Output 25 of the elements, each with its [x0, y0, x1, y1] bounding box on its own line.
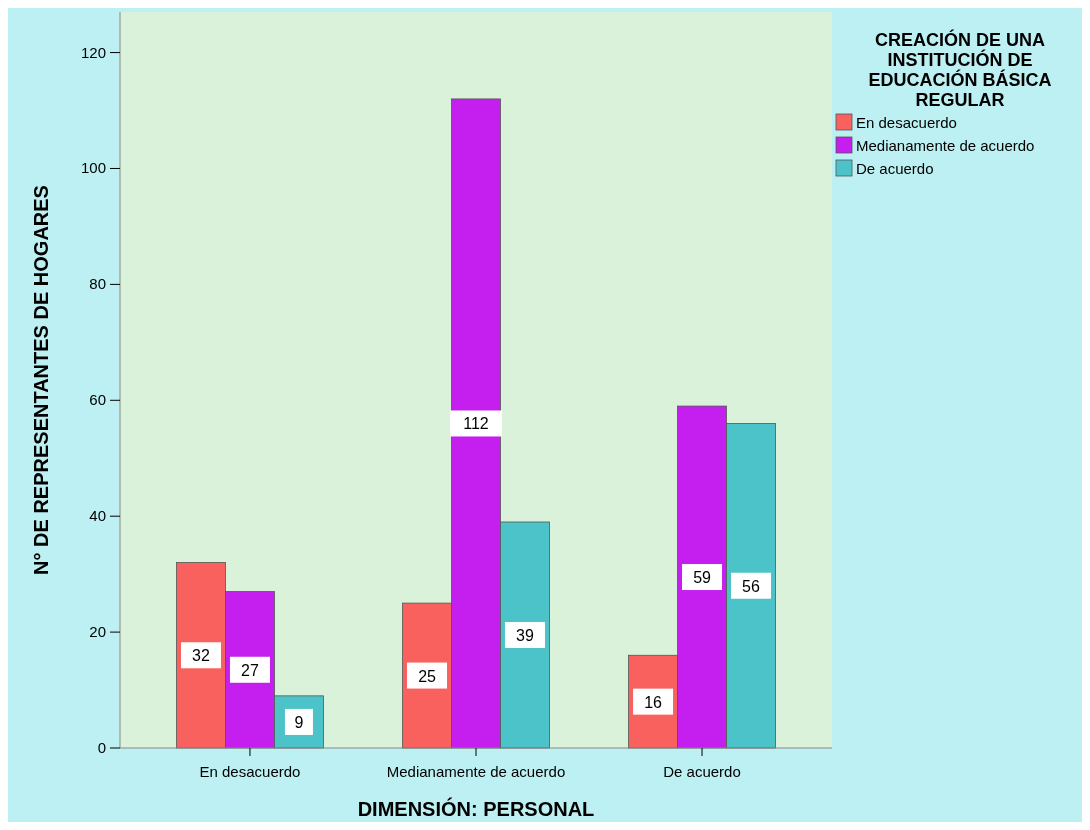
- y-tick-label: 60: [89, 391, 106, 409]
- data-label: 56: [742, 577, 761, 595]
- y-tick-label: 120: [80, 43, 106, 61]
- x-tick-label: En desacuerdo: [199, 763, 301, 780]
- legend-label: De acuerdo: [856, 160, 934, 177]
- y-tick-label: 0: [97, 739, 106, 756]
- y-tick-label: 20: [89, 623, 106, 641]
- legend-label: En desacuerdo: [856, 114, 957, 131]
- legend-title: CREACIÓN DE UNA INSTITUCIÓN DE EDUCACIÓN BÁSICA REGULAR: [868, 29, 1052, 110]
- data-label: 27: [241, 661, 259, 679]
- legend-label: Medianamente de acuerdo: [856, 137, 1035, 154]
- y-tick-label: 100: [80, 159, 106, 177]
- data-label: 9: [294, 713, 304, 731]
- data-label: 16: [644, 693, 663, 711]
- data-label: 59: [693, 569, 712, 587]
- data-label: 25: [418, 667, 437, 685]
- data-label: 112: [463, 415, 489, 433]
- x-tick-label: Medianamente de acuerdo: [386, 763, 566, 780]
- y-tick-label: 40: [89, 507, 106, 525]
- data-label: 39: [516, 626, 534, 644]
- data-label: 32: [192, 647, 210, 665]
- y-axis-title: N° DE REPRESENTANTES DE HOGARES: [30, 185, 52, 575]
- x-axis-title: DIMENSIÓN: PERSONAL: [357, 797, 595, 820]
- x-tick-label: De acuerdo: [663, 763, 741, 780]
- y-tick-label: 80: [89, 275, 106, 293]
